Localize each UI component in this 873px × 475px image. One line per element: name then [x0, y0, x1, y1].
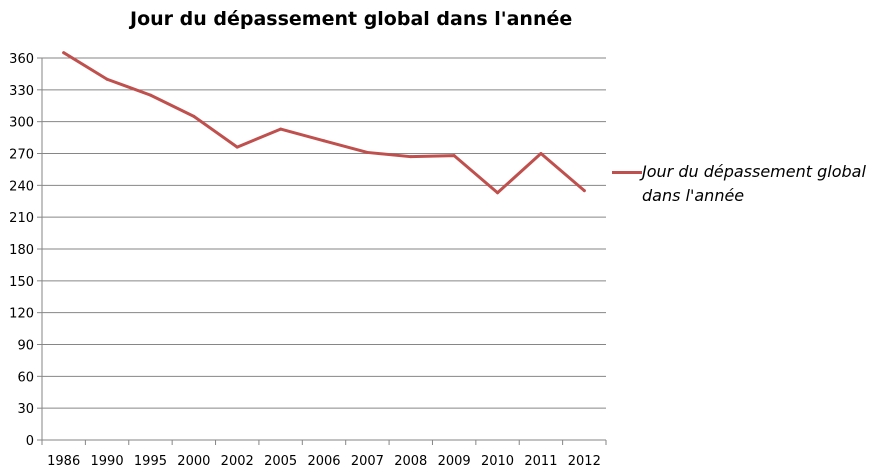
x-tick-label: 1995	[134, 454, 167, 469]
x-tick-label: 2000	[177, 454, 210, 469]
data-point	[148, 93, 152, 97]
data-point	[452, 154, 456, 158]
y-tick-label: 240	[9, 179, 34, 194]
x-tick-label: 2006	[307, 454, 340, 469]
chart-title: Jour du dépassement global dans l'année	[130, 8, 573, 30]
legend-swatch	[612, 171, 642, 174]
data-point	[105, 77, 109, 81]
data-point	[365, 150, 369, 154]
y-tick-label: 0	[26, 434, 34, 449]
y-tick-label: 30	[17, 402, 34, 417]
x-tick-label: 2012	[568, 454, 601, 469]
x-tick-label: 2005	[264, 454, 297, 469]
y-tick-label: 270	[9, 148, 34, 163]
y-tick-label: 150	[9, 275, 34, 290]
y-tick-label: 300	[9, 116, 34, 131]
data-point	[496, 191, 500, 195]
x-tick-label: 2007	[351, 454, 384, 469]
y-tick-label: 330	[9, 84, 34, 99]
x-tick-label: 1986	[47, 454, 80, 469]
data-point	[192, 114, 196, 118]
data-point	[62, 51, 66, 55]
y-tick-label: 120	[9, 307, 34, 322]
x-tick-label: 2002	[221, 454, 254, 469]
y-tick-label: 210	[9, 211, 34, 226]
x-tick-label: 2008	[394, 454, 427, 469]
y-tick-label: 360	[9, 52, 34, 67]
data-point	[235, 145, 239, 149]
series-line	[62, 51, 586, 195]
x-tick-label: 2010	[481, 454, 514, 469]
y-tick-label: 90	[17, 339, 34, 354]
x-tick-label: 2009	[438, 454, 471, 469]
data-point	[409, 155, 413, 159]
x-tick-label: 1990	[91, 454, 124, 469]
y-tick-label: 60	[17, 370, 34, 385]
legend-label: Jour du dépassement global dans l'année	[642, 162, 866, 205]
y-tick-label: 180	[9, 243, 34, 258]
data-point	[582, 189, 586, 193]
data-point	[279, 127, 283, 131]
x-tick-label: 2011	[524, 454, 557, 469]
data-point	[539, 152, 543, 155]
data-point	[322, 139, 326, 143]
